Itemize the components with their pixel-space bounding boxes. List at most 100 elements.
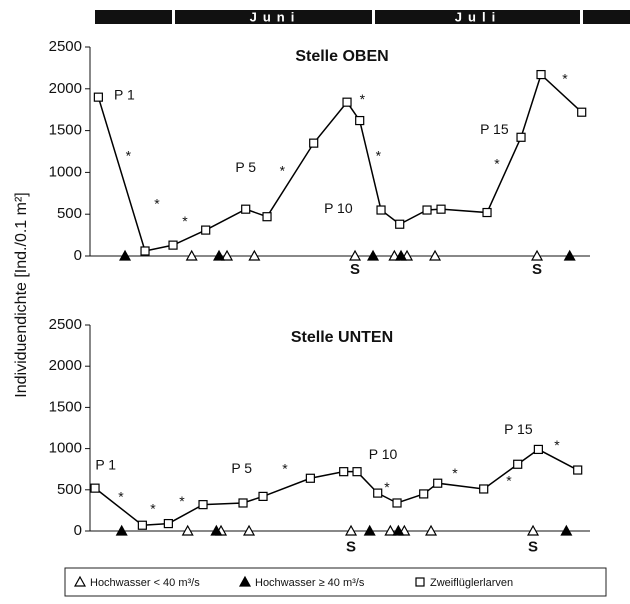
- annotation: *: [360, 91, 366, 107]
- marker: [577, 107, 587, 117]
- marker: [422, 205, 432, 215]
- annotation: S: [350, 261, 360, 278]
- annotation: *: [562, 71, 568, 87]
- legend-marker: [73, 575, 87, 587]
- marker: [513, 459, 523, 469]
- marker: [527, 524, 540, 536]
- marker: [305, 473, 315, 483]
- marker: [339, 467, 349, 477]
- legend-label: Zweiflüglerlarven: [430, 577, 513, 589]
- series-line: [94, 448, 579, 526]
- marker: [213, 249, 226, 261]
- marker: [241, 204, 251, 214]
- annotation: P 5: [231, 460, 252, 476]
- y-tick-label: 500: [57, 205, 82, 222]
- marker: [425, 524, 438, 536]
- marker: [115, 524, 128, 536]
- marker: [243, 524, 256, 536]
- marker: [181, 524, 194, 536]
- legend-label: Hochwasser < 40 m³/s: [90, 577, 200, 589]
- marker: [349, 249, 362, 261]
- marker: [482, 207, 492, 218]
- legend-marker: [415, 577, 425, 587]
- y-tick-label: 2500: [49, 38, 82, 55]
- marker: [238, 498, 248, 508]
- marker: [262, 212, 272, 222]
- panel-title: Stelle OBEN: [295, 48, 388, 65]
- month-label: Juni: [250, 9, 301, 24]
- marker: [210, 524, 223, 536]
- annotation: *: [494, 156, 500, 172]
- annotation: *: [554, 437, 560, 453]
- annotation: *: [376, 148, 382, 164]
- annotation: *: [506, 473, 512, 489]
- annotation: P 5: [235, 159, 256, 175]
- marker: [560, 524, 573, 536]
- annotation: *: [384, 479, 390, 495]
- marker: [516, 132, 526, 142]
- panel-title: Stelle UNTEN: [291, 329, 393, 346]
- y-tick-label: 1000: [49, 440, 82, 457]
- marker: [367, 249, 380, 261]
- annotation: *: [282, 461, 288, 477]
- month-bar: [95, 10, 172, 24]
- legend-box: [64, 567, 607, 597]
- marker: [433, 478, 443, 488]
- marker: [352, 467, 362, 477]
- marker: [531, 249, 544, 261]
- marker: [395, 219, 405, 229]
- annotation: P 15: [504, 421, 533, 437]
- annotation: *: [452, 465, 458, 481]
- y-tick-label: 2500: [49, 316, 82, 333]
- marker: [355, 115, 365, 126]
- month-bar: [583, 10, 630, 24]
- marker: [201, 225, 211, 235]
- marker: [563, 249, 576, 261]
- annotation: *: [179, 493, 185, 509]
- month-label: Juli: [455, 9, 501, 24]
- annotation: *: [150, 501, 156, 517]
- y-tick-label: 2000: [49, 80, 82, 97]
- marker: [536, 69, 546, 80]
- annotation: *: [182, 213, 188, 229]
- annotation: P 10: [324, 200, 353, 216]
- annotation: P 10: [369, 446, 398, 462]
- annotation: P 1: [95, 457, 116, 473]
- legend-label: Hochwasser ≥ 40 m³/s: [255, 577, 365, 589]
- marker: [429, 249, 442, 261]
- annotation: S: [532, 261, 542, 278]
- marker: [533, 444, 543, 455]
- marker: [258, 491, 268, 501]
- marker: [573, 465, 583, 475]
- marker: [392, 524, 405, 536]
- annotation: P 1: [114, 87, 135, 103]
- y-tick-label: 0: [74, 247, 82, 264]
- marker: [373, 488, 383, 498]
- y-tick-label: 1500: [49, 398, 82, 415]
- marker: [345, 524, 358, 536]
- y-tick-label: 500: [57, 481, 82, 498]
- annotation: *: [280, 163, 286, 179]
- marker: [363, 524, 376, 536]
- marker: [119, 249, 132, 261]
- marker: [185, 249, 198, 261]
- annotation: *: [118, 489, 124, 505]
- series-line: [97, 73, 583, 252]
- marker: [90, 483, 100, 493]
- marker: [436, 204, 446, 214]
- marker: [342, 97, 352, 107]
- month-bar: [175, 10, 372, 24]
- marker: [309, 138, 319, 148]
- y-tick-label: 2000: [49, 357, 82, 374]
- y-axis-label: Individuendichte [Ind./0.1 m²]: [13, 192, 30, 397]
- marker: [140, 246, 150, 256]
- marker: [376, 205, 386, 215]
- y-tick-label: 1000: [49, 163, 82, 180]
- marker: [168, 240, 178, 250]
- marker: [248, 249, 261, 261]
- marker: [384, 524, 397, 536]
- marker: [137, 520, 147, 530]
- annotation: *: [154, 196, 160, 212]
- y-tick-label: 1500: [49, 122, 82, 139]
